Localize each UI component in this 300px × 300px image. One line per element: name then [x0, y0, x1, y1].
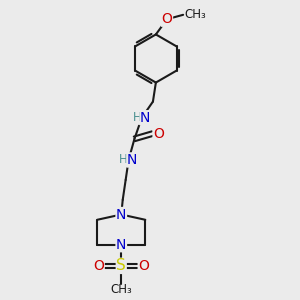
Text: O: O — [138, 259, 149, 273]
Text: N: N — [127, 153, 137, 167]
Text: O: O — [93, 259, 104, 273]
Text: N: N — [116, 208, 126, 221]
Text: N: N — [140, 111, 151, 125]
Text: O: O — [162, 12, 172, 26]
Text: S: S — [116, 258, 126, 273]
Text: H: H — [132, 111, 141, 124]
Text: CH₃: CH₃ — [110, 283, 132, 296]
Text: O: O — [153, 127, 164, 141]
Text: N: N — [116, 238, 126, 252]
Text: H: H — [119, 154, 128, 166]
Text: CH₃: CH₃ — [184, 8, 206, 21]
